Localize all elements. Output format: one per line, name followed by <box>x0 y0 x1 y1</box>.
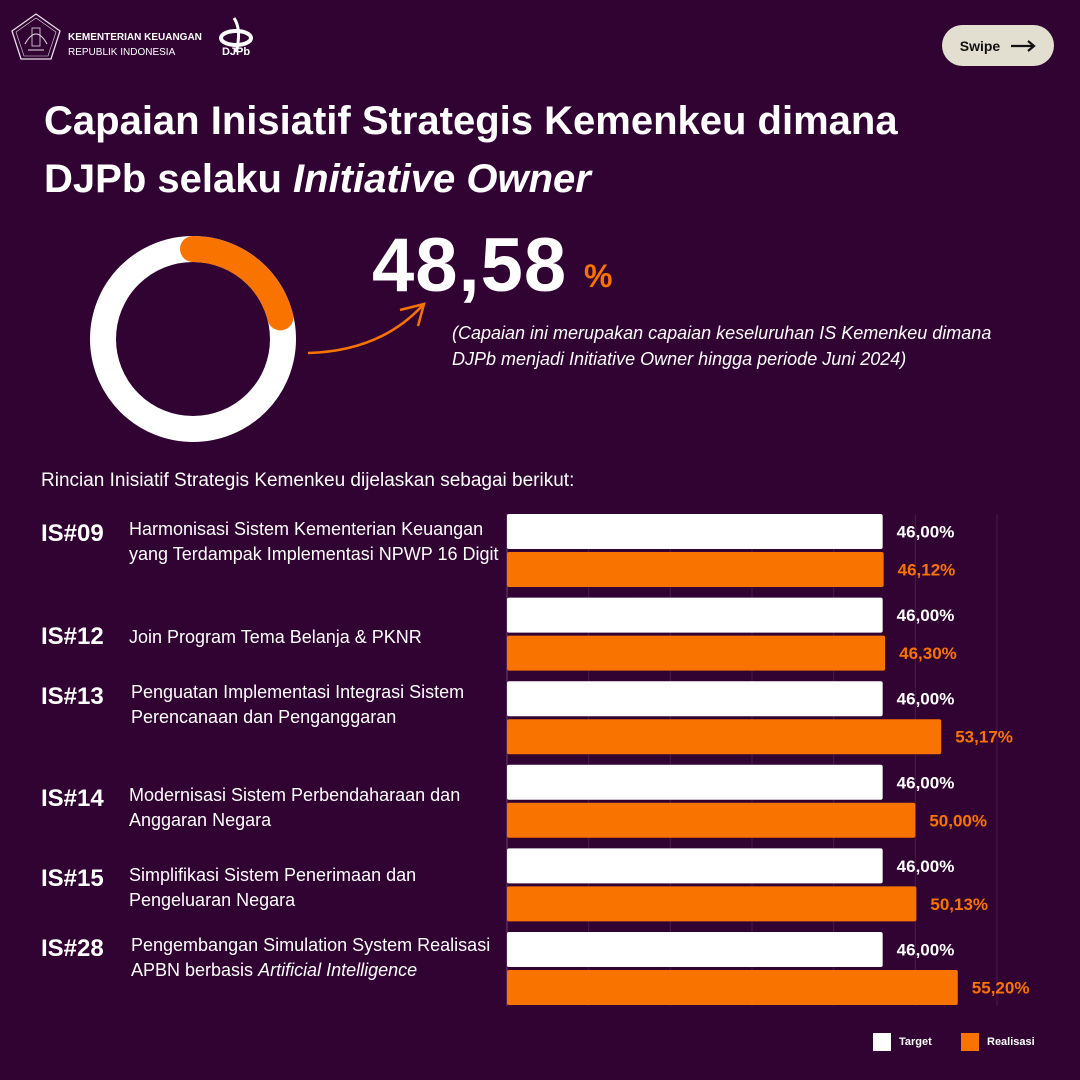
title-line2-text: DJPb selaku <box>44 157 294 201</box>
summary-unit: % <box>584 258 613 294</box>
org-name-line2: REPUBLIK INDONESIA <box>68 47 176 58</box>
org-name: KEMENTERIAN KEUANGAN REPUBLIK INDONESIA <box>68 30 202 60</box>
data-label-target: 46,00% <box>897 941 955 960</box>
initiative-description-text: Penguatan Implementasi Integrasi Sistem … <box>131 682 465 727</box>
arrow-right-icon <box>1011 39 1036 52</box>
initiative-code: IS#28 <box>41 935 104 962</box>
initiative-code: IS#12 <box>41 623 104 650</box>
swipe-label: Swipe <box>959 37 1001 54</box>
data-label-target: 46,00% <box>897 773 955 792</box>
initiative-description: Simplifikasi Sistem Penerimaan dan Penge… <box>129 863 499 913</box>
bar-realisasi <box>507 635 886 671</box>
initiative-description-text: Pengembangan Simulation System Realisasi… <box>131 935 491 980</box>
page-title: Capaian Inisiatif Strategis Kemenkeu dim… <box>44 92 1044 208</box>
initiative-description-text: Simplifikasi Sistem Penerimaan dan Penge… <box>129 865 417 910</box>
data-label-realisasi: 50,13% <box>930 895 988 914</box>
bar-target <box>507 764 883 800</box>
legend-item-realisasi: Realisasi <box>961 1033 1035 1051</box>
initiative-code: IS#15 <box>41 865 104 892</box>
bar-realisasi <box>507 719 942 755</box>
curved-arrow-icon <box>307 302 426 355</box>
data-label-target: 46,00% <box>897 690 955 709</box>
initiative-description: Join Program Tema Belanja & PKNR <box>129 625 499 650</box>
data-label-realisasi: 55,20% <box>972 979 1030 998</box>
legend-swatch-target <box>873 1033 891 1051</box>
bar-target <box>507 932 883 967</box>
data-label-target: 46,00% <box>897 857 955 876</box>
djpb-logo-icon <box>219 17 253 53</box>
donut-progress-arc <box>90 236 296 442</box>
intro-text: Rincian Inisiatif Strategis Kemenkeu dij… <box>41 470 575 491</box>
initiative-description: Pengembangan Simulation System Realisasi… <box>131 933 501 983</box>
initiative-description-text: Modernisasi Sistem Perbendaharaan dan An… <box>129 785 461 830</box>
initiative-description-italic: Artificial Intelligence <box>258 960 418 980</box>
initiative-description: Penguatan Implementasi Integrasi Sistem … <box>131 680 501 730</box>
title-line2-italic: Initiative Owner <box>293 157 591 201</box>
org-name-line1: KEMENTERIAN KEUANGAN <box>68 32 202 43</box>
data-label-realisasi: 46,30% <box>899 644 957 663</box>
summary-value: 48,58 <box>372 223 568 308</box>
legend-swatch-realisasi <box>961 1033 979 1051</box>
title-line2: DJPb selaku Initiative Owner <box>44 150 1044 208</box>
progress-donut <box>90 236 296 442</box>
summary-note: (Capaian ini merupakan capaian keseluruh… <box>452 323 992 369</box>
title-line1: Capaian Inisiatif Strategis Kemenkeu dim… <box>44 99 898 143</box>
bar-realisasi <box>507 552 884 587</box>
data-label-realisasi: 46,12% <box>898 561 956 580</box>
data-label-realisasi: 53,17% <box>955 728 1013 747</box>
data-label-realisasi: 50,00% <box>929 811 987 830</box>
bar-realisasi <box>507 970 958 1005</box>
initiative-description: Harmonisasi Sistem Kementerian Keuangan … <box>129 517 499 567</box>
initiative-description-text: Join Program Tema Belanja & PKNR <box>129 627 422 647</box>
initiative-code: IS#13 <box>41 683 104 710</box>
initiative-code: IS#14 <box>41 785 104 812</box>
bar-target <box>507 848 883 884</box>
legend-label-target: Target <box>899 1036 932 1048</box>
initiative-code: IS#09 <box>41 520 104 547</box>
initiative-description-text: Harmonisasi Sistem Kementerian Keuangan … <box>129 519 499 564</box>
djpb-logo-label: DJPb <box>221 46 251 58</box>
bar-realisasi <box>507 802 916 838</box>
kemenkeu-logo-icon <box>11 13 61 60</box>
data-label-target: 46,00% <box>897 523 955 542</box>
bar-realisasi <box>507 886 917 922</box>
swipe-button[interactable]: Swipe <box>942 25 1054 66</box>
legend-label-realisasi: Realisasi <box>987 1036 1035 1048</box>
bar-target <box>507 514 883 549</box>
bar-target <box>507 681 883 717</box>
bar-target <box>507 597 883 633</box>
initiative-description: Modernisasi Sistem Perbendaharaan dan An… <box>129 783 499 833</box>
legend-item-target: Target <box>873 1033 932 1051</box>
data-label-target: 46,00% <box>897 606 955 625</box>
